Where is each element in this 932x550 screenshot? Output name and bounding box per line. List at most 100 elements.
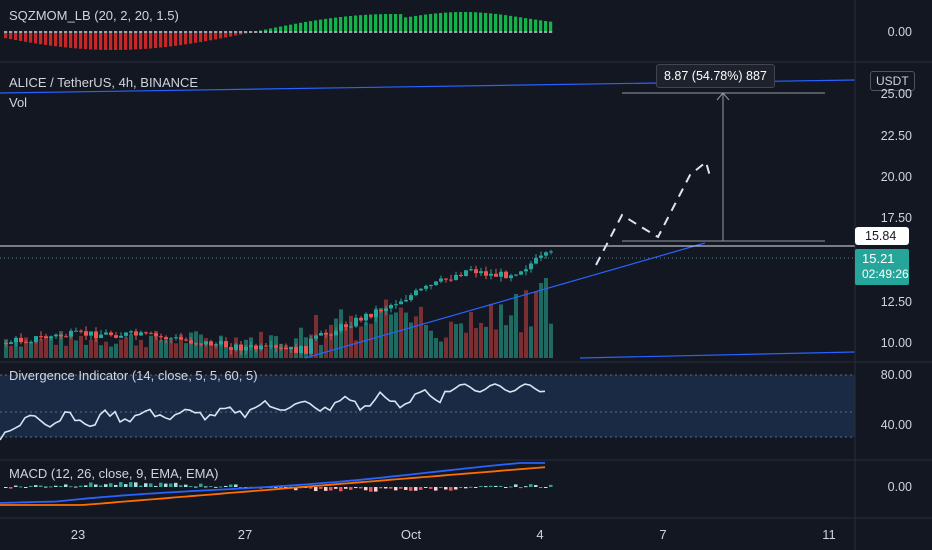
candle-body xyxy=(134,331,138,336)
projection-path xyxy=(595,160,712,266)
candle-body xyxy=(179,337,183,340)
sqz-bar xyxy=(539,20,543,32)
sqz-bar xyxy=(159,32,163,48)
candle-body xyxy=(389,304,393,309)
macd-line xyxy=(0,462,545,504)
sqz-zero-dot xyxy=(129,31,133,33)
volume-bar xyxy=(434,337,438,358)
axis-label-25: 25.00 xyxy=(880,87,912,101)
volume-bar xyxy=(354,340,358,358)
volume-bar xyxy=(409,322,413,358)
candle-body xyxy=(129,331,133,333)
sqz-zero-dot xyxy=(509,31,513,33)
sqz-bar xyxy=(299,22,303,32)
candle-body xyxy=(204,341,208,345)
sqz-bar xyxy=(154,32,158,49)
candle-body xyxy=(494,273,498,277)
volume-bar xyxy=(104,341,108,358)
macd-histogram-bar xyxy=(479,485,483,487)
sqz-zero-dot xyxy=(214,31,218,33)
sqz-title[interactable]: SQZMOM_LB (20, 2, 20, 1.5) xyxy=(9,8,179,23)
sqz-bar xyxy=(449,12,453,32)
volume-bar xyxy=(414,316,418,358)
candle-body xyxy=(59,334,63,337)
sqz-bar xyxy=(529,18,533,32)
candle-body xyxy=(334,330,338,336)
macd-histogram-bar xyxy=(209,486,213,488)
sqz-zero-dot xyxy=(44,31,48,33)
macd-histogram-bar xyxy=(404,487,408,490)
macd-histogram-bar xyxy=(519,487,523,489)
sqz-bar xyxy=(314,20,318,32)
volume-bar xyxy=(474,328,478,358)
sqz-bar xyxy=(379,14,383,33)
sqz-bar xyxy=(334,17,338,32)
volume-bars xyxy=(4,278,553,358)
macd-histogram-bar xyxy=(69,486,73,488)
candle-body xyxy=(194,343,198,345)
time-label-11: 11 xyxy=(822,527,836,542)
sqz-zero-dot xyxy=(254,31,258,33)
volume-bar xyxy=(179,334,183,358)
candle-body xyxy=(374,309,378,318)
candle-body xyxy=(504,271,508,279)
sqz-bar xyxy=(404,17,408,32)
macd-histogram-bar xyxy=(319,487,323,489)
volume-bar xyxy=(124,337,128,358)
sqz-zero-dot xyxy=(314,31,318,33)
sqz-bar xyxy=(394,14,398,33)
macd-histogram-bar xyxy=(324,487,328,491)
macd-histogram-bar xyxy=(19,486,23,488)
volume-bar xyxy=(264,347,268,358)
sqz-zero-dot xyxy=(14,31,18,33)
sqz-bar xyxy=(214,32,218,40)
sqz-bar xyxy=(509,15,513,32)
volume-bar xyxy=(24,337,28,358)
sqz-zero-dot xyxy=(194,31,198,33)
macd-histogram-bar xyxy=(514,484,518,487)
sqz-bar xyxy=(459,12,463,33)
macd-histogram-bar xyxy=(29,485,33,487)
sqz-bar xyxy=(504,15,508,33)
candle-body xyxy=(484,271,488,276)
divergence-title[interactable]: Divergence Indicator (14, close, 5, 5, 6… xyxy=(9,368,258,383)
macd-histogram-bar xyxy=(394,487,398,491)
sqz-zero-dot xyxy=(449,31,453,33)
candle-body xyxy=(459,274,463,276)
macd-histogram-bar xyxy=(274,487,278,488)
volume-bar xyxy=(479,322,483,358)
sqz-bar xyxy=(139,32,143,50)
candle-body xyxy=(524,269,528,272)
sqz-zero-dot xyxy=(114,31,118,33)
sqz-zero-dot xyxy=(279,31,283,33)
symbol-title[interactable]: ALICE / TetherUS, 4h, BINANCE xyxy=(9,75,199,90)
sqz-zero-dot xyxy=(109,31,113,33)
sqz-bar xyxy=(184,32,188,45)
sqz-bar xyxy=(19,32,23,41)
sqz-zero-dot xyxy=(464,31,468,33)
macd-title[interactable]: MACD (12, 26, close, 9, EMA, EMA) xyxy=(9,466,219,481)
candle-body xyxy=(29,341,33,343)
macd-histogram-bar xyxy=(219,486,223,488)
sqz-bar xyxy=(429,13,433,32)
candle-body xyxy=(439,278,443,282)
sqz-zero-dot xyxy=(24,31,28,33)
sqz-zero-dot xyxy=(319,31,323,33)
volume-bar xyxy=(14,340,18,358)
volume-bar xyxy=(369,323,373,358)
candle-body xyxy=(409,295,413,300)
sqz-zero-dot xyxy=(539,31,543,33)
volume-bar xyxy=(339,309,343,358)
candle-body xyxy=(119,335,123,338)
volume-label[interactable]: Vol xyxy=(9,95,28,110)
volume-bar xyxy=(529,326,533,358)
macd-histogram-bar xyxy=(144,483,148,487)
sqz-bar xyxy=(514,16,518,32)
sqz-zero-dot xyxy=(429,31,433,33)
candle-body xyxy=(479,271,483,274)
currency-badge[interactable]: USDT xyxy=(870,71,915,91)
candle-body xyxy=(534,257,538,264)
sqz-zero-dot xyxy=(414,31,418,33)
sqz-bar xyxy=(224,32,228,38)
